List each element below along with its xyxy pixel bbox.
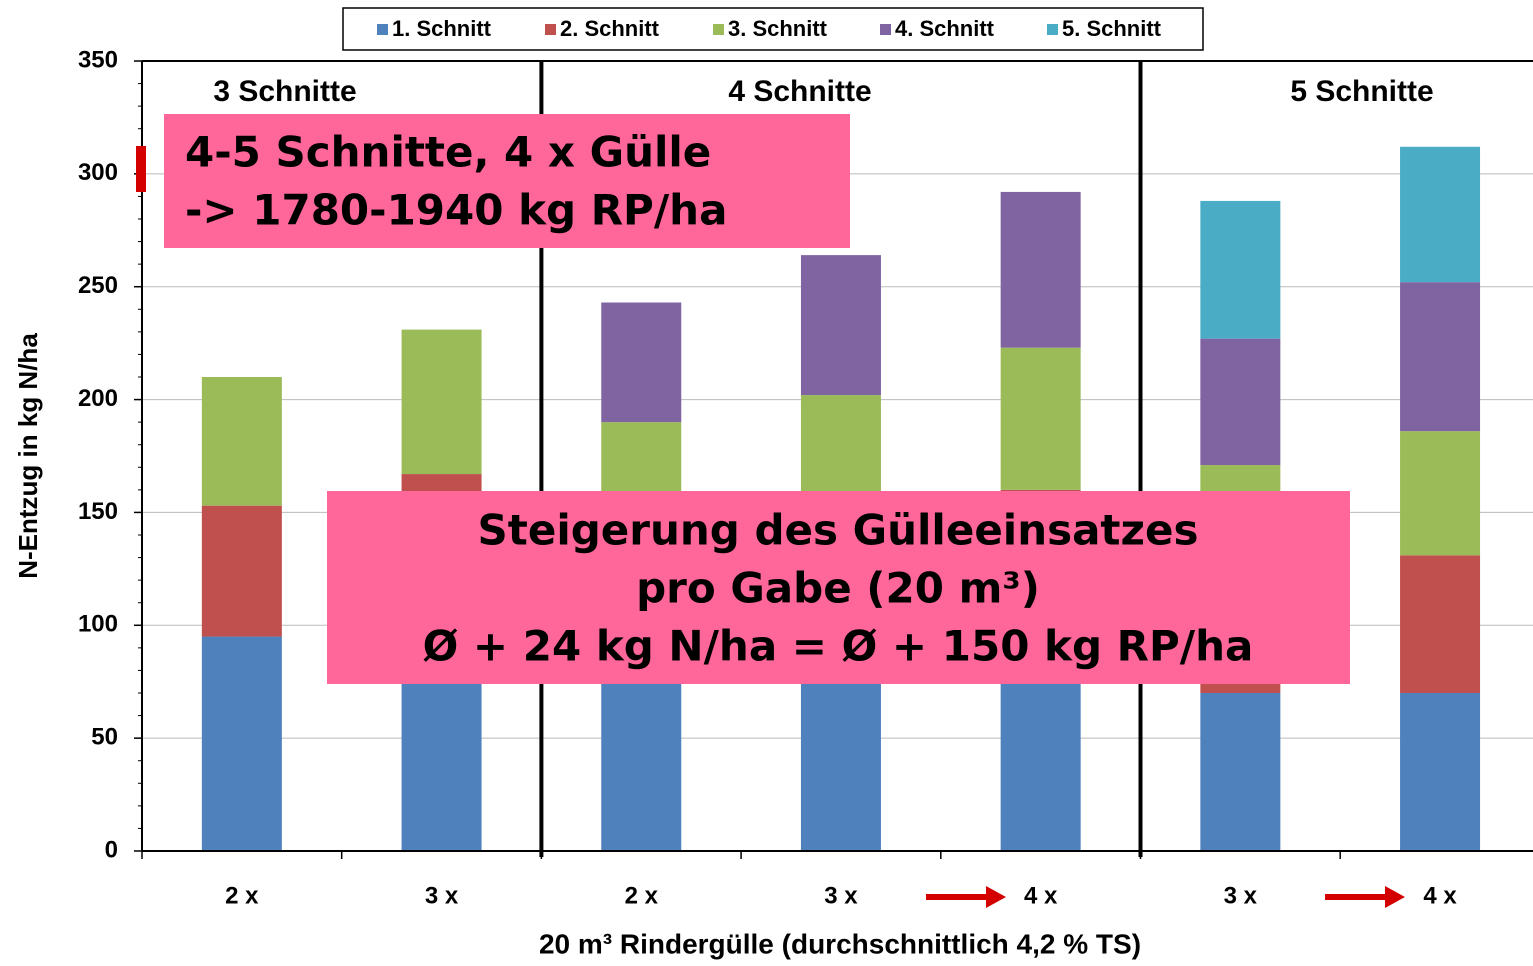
legend-swatch	[880, 24, 891, 35]
legend-label: 3. Schnitt	[728, 16, 828, 41]
arrow-head	[986, 886, 1006, 908]
y-tick-label: 100	[78, 611, 118, 638]
x-tick-label: 2 x	[625, 882, 659, 909]
legend-label: 5. Schnitt	[1062, 16, 1162, 41]
x-tick-label: 3 x	[425, 882, 459, 909]
x-tick-label: 2 x	[225, 882, 259, 909]
bar-segment	[1400, 146, 1481, 283]
y-tick-label: 350	[78, 46, 118, 73]
legend-swatch	[545, 24, 556, 35]
annotation-text: pro Gabe (20 m³)	[636, 564, 1040, 613]
y-tick-label: 50	[91, 723, 118, 750]
y-axis-title: N-Entzug in kg N/ha	[13, 333, 43, 579]
y-tick-label: 250	[78, 272, 118, 299]
annotation-text: Steigerung des Gülleeinsatzes	[478, 506, 1199, 555]
bar-segment	[1200, 693, 1281, 851]
legend-label: 2. Schnitt	[560, 16, 660, 41]
annotation-text: -> 1780-1940 kg RP/ha	[185, 186, 727, 235]
x-tick-label: 3 x	[1224, 882, 1258, 909]
bar-segment	[1400, 431, 1481, 556]
x-tick-label: 3 x	[824, 882, 858, 909]
arrow-head	[1385, 886, 1405, 908]
legend-swatch	[377, 24, 388, 35]
bar-segment	[401, 329, 482, 475]
legend-swatch	[713, 24, 724, 35]
bar-segment	[1000, 191, 1081, 348]
x-axis-title: 20 m³ Rindergülle (durchschnittlich 4,2 …	[539, 928, 1141, 959]
annotation-box	[327, 491, 1350, 684]
annotation-text: Ø + 24 kg N/ha = Ø + 150 kg RP/ha	[423, 622, 1254, 671]
bar-segment	[1400, 555, 1481, 693]
legend-swatch	[1047, 24, 1058, 35]
bar-segment	[1400, 282, 1481, 432]
annotation-box	[164, 114, 850, 248]
bar-segment	[1200, 338, 1281, 466]
bar-segment	[601, 302, 682, 423]
group-label: 4 Schnitte	[728, 75, 871, 108]
bar-segment	[201, 377, 282, 506]
axis-highlight	[136, 146, 146, 192]
bar-segment	[1000, 347, 1081, 490]
bar-segment	[201, 636, 282, 851]
bar-segment	[1400, 693, 1481, 851]
bar-segment	[1200, 200, 1281, 339]
group-label: 5 Schnitte	[1290, 75, 1433, 108]
x-tick-label: 4 x	[1024, 882, 1058, 909]
bar-segment	[800, 255, 881, 396]
y-tick-label: 300	[78, 159, 118, 186]
legend-label: 4. Schnitt	[895, 16, 995, 41]
group-label: 3 Schnitte	[213, 75, 356, 108]
annotation-text: 4-5 Schnitte, 4 x Gülle	[185, 128, 711, 177]
bar-segment	[201, 505, 282, 637]
y-tick-label: 0	[105, 836, 118, 863]
y-tick-label: 150	[78, 498, 118, 525]
legend-label: 1. Schnitt	[392, 16, 492, 41]
y-tick-label: 200	[78, 385, 118, 412]
bar-segment	[800, 395, 881, 508]
x-tick-label: 4 x	[1423, 882, 1457, 909]
legend-box	[342, 7, 1204, 51]
